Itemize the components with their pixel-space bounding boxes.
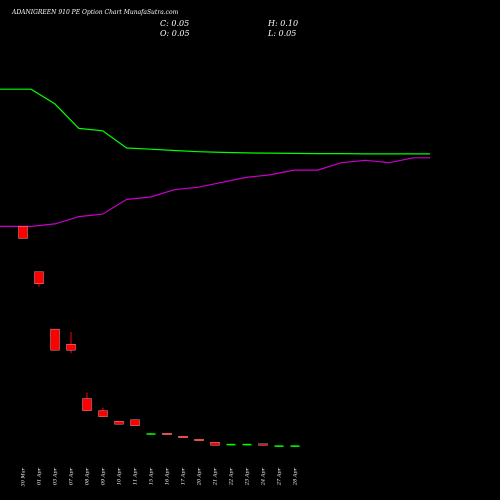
candle-body bbox=[50, 328, 60, 351]
candle-24-apr bbox=[258, 443, 268, 446]
candle-body bbox=[258, 443, 268, 446]
candle-body bbox=[130, 419, 140, 426]
candle-body bbox=[162, 433, 172, 435]
candle-16-apr bbox=[162, 433, 172, 435]
candle-body bbox=[34, 271, 44, 284]
candlesticks bbox=[18, 226, 300, 447]
x-tick-label: 01 Apr bbox=[37, 467, 43, 485]
candle-body bbox=[66, 344, 76, 351]
candle-30-mar bbox=[18, 226, 28, 239]
candle-09-apr bbox=[98, 407, 108, 417]
candle-28-apr bbox=[290, 445, 300, 447]
candle-10-apr bbox=[114, 421, 124, 425]
x-tick-label: 16 Apr bbox=[165, 467, 171, 485]
indicator-line-2 bbox=[0, 157, 430, 227]
x-tick-label: 15 Apr bbox=[149, 467, 155, 485]
candle-body bbox=[178, 436, 188, 438]
x-tick-label: 09 Apr bbox=[101, 467, 107, 485]
candle-body bbox=[98, 410, 108, 417]
indicator-lines bbox=[0, 88, 430, 227]
candle-body bbox=[290, 445, 300, 447]
open-readout: O: 0.05 bbox=[160, 29, 190, 38]
x-tick-label: 20 Apr bbox=[197, 467, 203, 486]
x-tick-label: 03 Apr bbox=[53, 467, 59, 485]
candle-body bbox=[114, 421, 124, 425]
x-tick-label: 22 Apr bbox=[229, 467, 235, 486]
candle-body bbox=[274, 445, 284, 447]
candle-body bbox=[210, 442, 220, 446]
low-readout: L: 0.05 bbox=[267, 29, 296, 38]
indicator-line-1 bbox=[0, 88, 430, 155]
candle-body bbox=[82, 398, 92, 411]
candle-22-apr bbox=[226, 443, 236, 446]
x-tick-label: 08 Apr bbox=[85, 467, 91, 485]
candle-23-apr bbox=[242, 443, 252, 446]
x-tick-label: 21 Apr bbox=[213, 467, 219, 486]
x-tick-label: 23 Apr bbox=[245, 467, 251, 486]
candle-body bbox=[242, 443, 252, 446]
x-tick-label: 17 Apr bbox=[181, 467, 187, 485]
candle-body bbox=[194, 439, 204, 441]
chart-title: ADANIGREEN 910 PE Option Chart MunafaSut… bbox=[11, 9, 179, 16]
candle-body bbox=[18, 226, 28, 239]
x-tick-label: 07 Apr bbox=[69, 467, 75, 485]
x-tick-label: 30 Mar bbox=[21, 467, 27, 486]
candle-15-apr bbox=[146, 433, 156, 435]
candle-07-apr bbox=[66, 332, 76, 354]
candle-03-apr bbox=[50, 328, 60, 351]
x-tick-label: 10 Apr bbox=[117, 467, 123, 485]
candle-body bbox=[226, 443, 236, 446]
candle-21-apr bbox=[210, 442, 220, 446]
candle-27-apr bbox=[274, 445, 284, 447]
candle-01-apr bbox=[34, 271, 44, 287]
candle-20-apr bbox=[194, 439, 204, 441]
candle-11-apr bbox=[130, 419, 140, 426]
x-tick-label: 24 Apr bbox=[261, 467, 267, 486]
candle-08-apr bbox=[82, 392, 92, 411]
close-readout: C: 0.05 bbox=[160, 19, 189, 28]
candle-17-apr bbox=[178, 436, 188, 438]
high-readout: H: 0.10 bbox=[267, 19, 298, 28]
x-axis-ticks: 30 Mar 01 Apr 03 Apr 07 Apr 08 Apr 09 Apr 10 A… bbox=[21, 467, 299, 486]
x-tick-label: 27 Apr bbox=[277, 467, 283, 486]
candle-body bbox=[146, 433, 156, 435]
x-tick-label: 11 Apr bbox=[133, 467, 139, 485]
x-tick-label: 28 Apr bbox=[293, 467, 299, 486]
